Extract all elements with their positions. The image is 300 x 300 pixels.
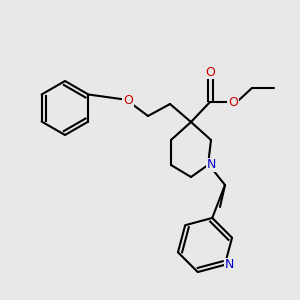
- Text: N: N: [206, 158, 216, 172]
- Text: O: O: [123, 94, 133, 106]
- Text: N: N: [225, 258, 235, 271]
- Text: O: O: [205, 65, 215, 79]
- Text: O: O: [228, 95, 238, 109]
